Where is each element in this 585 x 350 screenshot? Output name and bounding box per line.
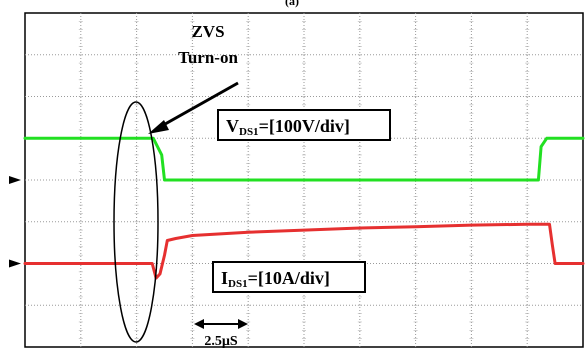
zvs-highlight-ellipse — [113, 101, 159, 343]
ids-label-box — [212, 261, 366, 293]
trace-ids1 — [23, 222, 585, 280]
zvs-arrowhead — [148, 120, 169, 134]
ids-label-rest: =[10A/div] — [248, 268, 330, 288]
vds-label-box — [217, 109, 391, 141]
caption-partial: (a) — [285, 0, 299, 8]
vds-label-main: V — [226, 116, 239, 136]
trace-vds1 — [23, 136, 585, 182]
turn-on-label: Turn-on — [178, 48, 238, 67]
ground-marker-arrow — [9, 176, 21, 184]
ground-marker-arrow — [9, 259, 21, 268]
time-scale-label: 2.5µS — [204, 334, 238, 349]
zvs-arrow — [157, 81, 239, 130]
time-scale-indicator — [194, 319, 248, 329]
vds-label: VDS1=[100V/div] — [226, 116, 350, 138]
zvs-label: ZVS — [191, 22, 224, 41]
vds-label-sub: DS1 — [239, 126, 259, 138]
scope-traces — [23, 136, 585, 280]
ids-label-sub: DS1 — [228, 278, 248, 290]
ids-label: IDS1=[10A/div] — [221, 268, 330, 290]
ids-label-main: I — [221, 268, 228, 288]
ground-markers — [9, 176, 21, 268]
vds-label-rest: =[100V/div] — [259, 116, 350, 136]
